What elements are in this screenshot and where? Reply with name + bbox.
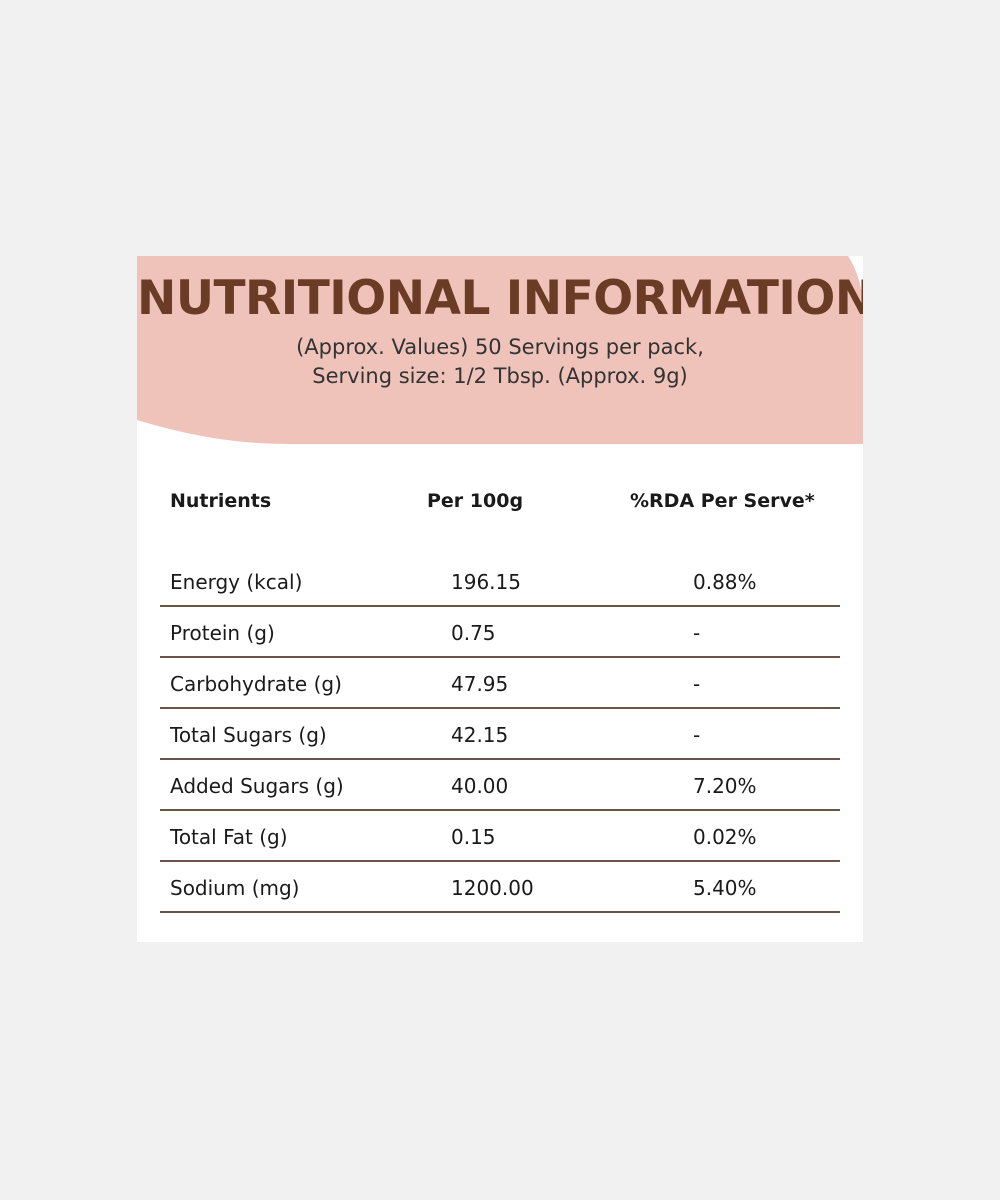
nutrition-panel: NUTRITIONAL INFORMATION (Approx. Values)… (137, 256, 863, 942)
table-row: Energy (kcal) 196.15 0.88% (160, 556, 840, 607)
header-per-100g: Per 100g (427, 490, 524, 512)
table-row: Protein (g) 0.75 - (160, 607, 840, 658)
per-100g-value: 1200.00 (451, 876, 534, 900)
nutrient-name: Total Fat (g) (170, 825, 288, 849)
table-row: Total Fat (g) 0.15 0.02% (160, 811, 840, 862)
subtitle-serving-size: Serving size: 1/2 Tbsp. (Approx. 9g) (312, 364, 688, 388)
table-header-row: Nutrients Per 100g %RDA Per Serve* (160, 474, 840, 534)
per-100g-value: 42.15 (451, 723, 509, 747)
header-background (137, 256, 863, 444)
rda-value: - (693, 621, 701, 645)
per-100g-value: 0.15 (451, 825, 496, 849)
header-rda-per-serve: %RDA Per Serve* (630, 490, 815, 512)
rda-value: 0.02% (693, 825, 757, 849)
header-spacer (160, 534, 840, 556)
per-100g-value: 47.95 (451, 672, 509, 696)
nutrient-name: Energy (kcal) (170, 570, 303, 594)
panel-subtitle: (Approx. Values) 50 Servings per pack, S… (137, 333, 863, 391)
rda-value: 7.20% (693, 774, 757, 798)
table-row: Added Sugars (g) 40.00 7.20% (160, 760, 840, 811)
header-nutrients: Nutrients (170, 490, 272, 512)
subtitle-servings: (Approx. Values) 50 Servings per pack, (296, 335, 704, 359)
table-row: Carbohydrate (g) 47.95 - (160, 658, 840, 709)
per-100g-value: 0.75 (451, 621, 496, 645)
nutrient-name: Carbohydrate (g) (170, 672, 342, 696)
table-row: Total Sugars (g) 42.15 - (160, 709, 840, 760)
nutrient-name: Sodium (mg) (170, 876, 300, 900)
per-100g-value: 196.15 (451, 570, 521, 594)
rda-value: 5.40% (693, 876, 757, 900)
nutrient-name: Total Sugars (g) (170, 723, 327, 747)
table-row: Sodium (mg) 1200.00 5.40% (160, 862, 840, 913)
nutrient-name: Protein (g) (170, 621, 275, 645)
rda-value: - (693, 672, 701, 696)
nutrition-table: Nutrients Per 100g %RDA Per Serve* Energ… (160, 474, 840, 913)
panel-title: NUTRITIONAL INFORMATION (137, 271, 863, 326)
rda-value: - (693, 723, 701, 747)
per-100g-value: 40.00 (451, 774, 509, 798)
rda-value: 0.88% (693, 570, 757, 594)
nutrient-name: Added Sugars (g) (170, 774, 344, 798)
